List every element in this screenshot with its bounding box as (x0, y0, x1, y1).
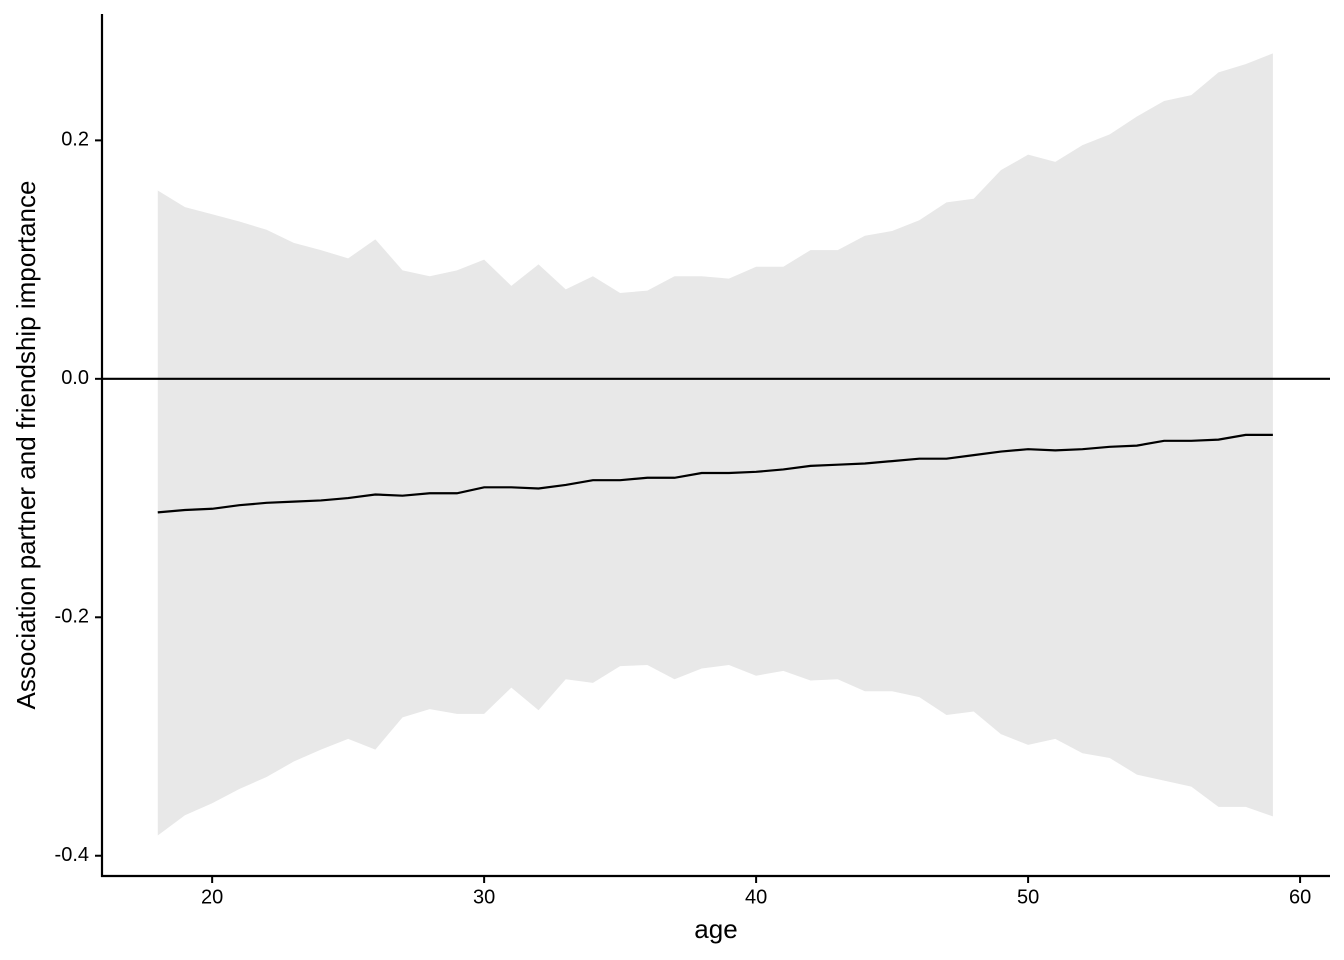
fit-line (157, 433, 1273, 514)
y-tick-label: -0.4 (55, 844, 89, 866)
x-tick-label: 30 (473, 886, 495, 908)
x-axis-label: age (694, 914, 737, 944)
x-tick-label: 50 (1017, 886, 1039, 908)
y-tick-label: 0.0 (61, 367, 89, 389)
y-axis-label: Association partner and friendship impor… (11, 181, 41, 710)
y-tick-label: 0.2 (61, 129, 89, 151)
x-tick-label: 20 (201, 886, 223, 908)
confidence-band (157, 53, 1273, 836)
x-tick-label: 60 (1289, 886, 1311, 908)
x-tick-label: 40 (745, 886, 767, 908)
y-tick-label: -0.2 (55, 606, 89, 628)
